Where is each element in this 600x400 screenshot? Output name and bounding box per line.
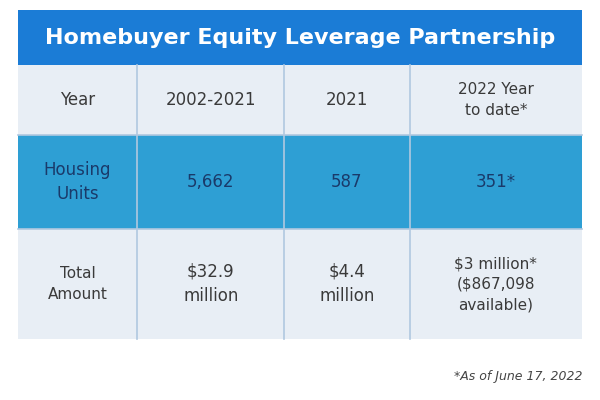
Bar (137, 134, 284, 229)
Text: 2002-2021: 2002-2021 (166, 91, 256, 109)
Bar (284, 65, 410, 134)
Text: 351*: 351* (476, 173, 516, 191)
Bar (18, 10, 582, 65)
Text: Homebuyer Equity Leverage Partnership: Homebuyer Equity Leverage Partnership (45, 28, 555, 48)
Bar (18, 134, 137, 229)
Bar (410, 229, 582, 339)
Text: Housing
Units: Housing Units (44, 161, 111, 203)
Text: 5,662: 5,662 (187, 173, 235, 191)
Bar (410, 134, 582, 229)
Text: $4.4
million: $4.4 million (319, 263, 374, 305)
Text: Total
Amount: Total Amount (47, 266, 107, 302)
Bar (18, 65, 137, 134)
Text: $32.9
million: $32.9 million (183, 263, 238, 305)
Bar (18, 229, 137, 339)
Bar (137, 229, 284, 339)
Bar (284, 229, 410, 339)
Text: 587: 587 (331, 173, 363, 191)
Bar (410, 65, 582, 134)
Bar (137, 65, 284, 134)
Text: $3 million*
($867,098
available): $3 million* ($867,098 available) (454, 256, 537, 312)
Text: 2022 Year
to date*: 2022 Year to date* (458, 82, 534, 118)
Text: *As of June 17, 2022: *As of June 17, 2022 (454, 370, 582, 383)
Text: 2021: 2021 (326, 91, 368, 109)
Text: Year: Year (60, 91, 95, 109)
Bar (284, 134, 410, 229)
